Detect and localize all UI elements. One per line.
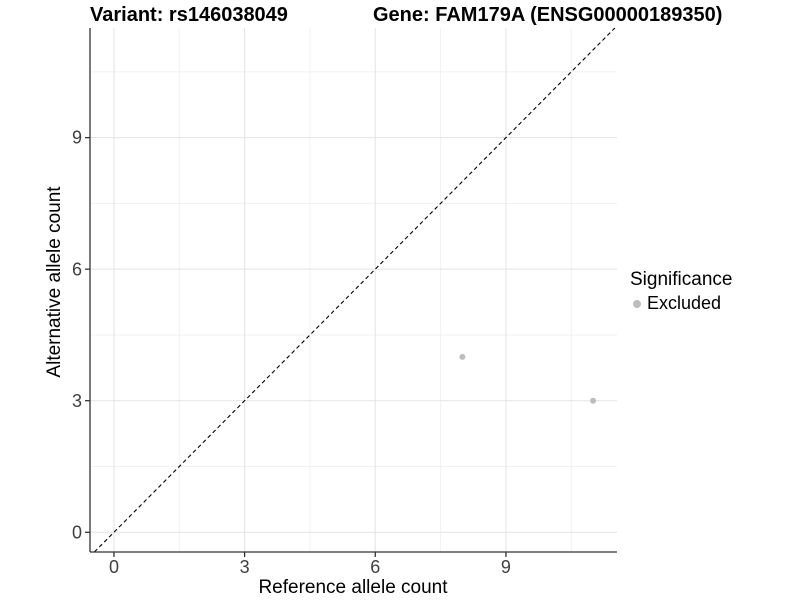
y-tick-label: 6 — [72, 259, 82, 279]
excluded-dot-icon — [633, 299, 641, 308]
data-point — [590, 397, 597, 404]
legend-item-label: Excluded — [647, 293, 722, 313]
x-axis-title: Reference allele count — [258, 577, 448, 598]
legend-item-excluded: Excluded — [630, 293, 732, 314]
x-tick-label: 9 — [501, 557, 511, 577]
y-tick-label: 0 — [72, 522, 82, 542]
x-tick-label: 3 — [240, 557, 250, 577]
identity-line — [93, 27, 616, 553]
legend-title: Significance — [630, 269, 733, 290]
data-point — [459, 353, 466, 360]
x-tick-label: 0 — [109, 557, 119, 577]
gene-title: Gene: FAM179A (ENSG00000189350) — [373, 4, 723, 26]
x-tick-label: 6 — [370, 557, 380, 577]
y-tick-label: 3 — [72, 391, 82, 411]
y-tick-label: 9 — [72, 128, 82, 148]
y-axis-title: Alternative allele count — [44, 186, 65, 378]
variant-title: Variant: rs146038049 — [90, 4, 288, 26]
legend: Significance Excluded — [630, 269, 732, 314]
